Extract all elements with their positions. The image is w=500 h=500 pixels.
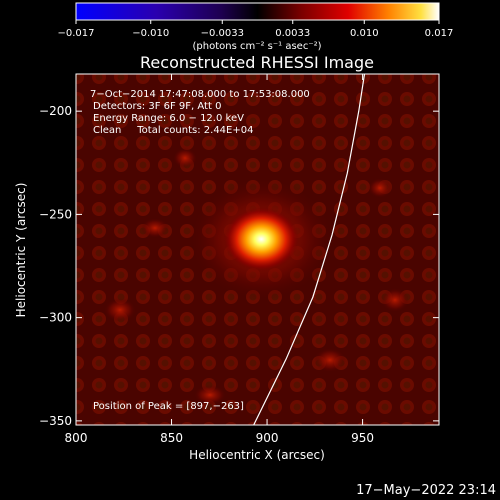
x-axis-label: Heliocentric X (arcsec) <box>189 448 325 462</box>
colorbar-gradient <box>75 2 440 21</box>
x-tick-label: 900 <box>256 431 279 445</box>
colorbar-tick-label: −0.0033 <box>201 28 244 39</box>
footer-timestamp: 17−May−2022 23:14 <box>356 483 496 498</box>
annotation-time-range: 7−Oct−2014 17:47:08.000 to 17:53:08.000 <box>90 89 310 100</box>
colorbar-units-label: (photons cm⁻² s⁻¹ asec⁻²) <box>192 41 321 52</box>
colorbar: −0.017 −0.010 −0.0033 0.0033 0.010 0.017 (pho… <box>57 2 454 52</box>
plot-frame <box>75 73 440 426</box>
sidelobe-blob <box>141 218 169 238</box>
flare-source <box>223 206 300 272</box>
chart-title: Reconstructed RHESSI Image <box>140 53 374 72</box>
annotation-clean-counts: Clean Total counts: 2.44E+04 <box>93 125 253 136</box>
colorbar-tick-label: 0.010 <box>350 28 379 39</box>
colorbar-tick-label: −0.017 <box>57 28 94 39</box>
peak-position-label: Position of Peak = [897,−263] <box>93 401 244 412</box>
y-axis-label: Heliocentric Y (arcsec) <box>14 183 28 318</box>
sidelobe-blob <box>314 348 346 372</box>
colorbar-tick-label: −0.010 <box>132 28 169 39</box>
sidelobe-blob <box>381 288 409 312</box>
annotation-energy-range: Energy Range: 6.0 − 12.0 keV <box>93 113 244 124</box>
y-tick-label: −200 <box>39 104 72 118</box>
y-tick-label: −300 <box>39 311 72 325</box>
y-axis: −200 −250 −300 −350 <box>39 104 439 428</box>
y-tick-label: −250 <box>39 207 72 221</box>
y-tick-label: −350 <box>39 414 72 428</box>
solar-limb-line <box>253 74 366 425</box>
sidelobe-blob <box>194 385 226 405</box>
colorbar-tick-label: 0.0033 <box>275 28 310 39</box>
info-annotations: 7−Oct−2014 17:47:08.000 to 17:53:08.000 … <box>90 89 310 136</box>
sidelobe-blob <box>104 298 136 322</box>
sidelobe-blob <box>368 178 392 198</box>
x-tick-label: 850 <box>160 431 183 445</box>
x-tick-label: 950 <box>351 431 374 445</box>
sidelobe-blob <box>173 148 197 168</box>
plot-area <box>76 74 439 425</box>
x-tick-label: 800 <box>65 431 88 445</box>
x-axis: 800 850 900 950 <box>65 74 374 445</box>
colorbar-tick-label: 0.017 <box>425 28 454 39</box>
annotation-detectors: Detectors: 3F 6F 9F, Att 0 <box>93 101 221 112</box>
